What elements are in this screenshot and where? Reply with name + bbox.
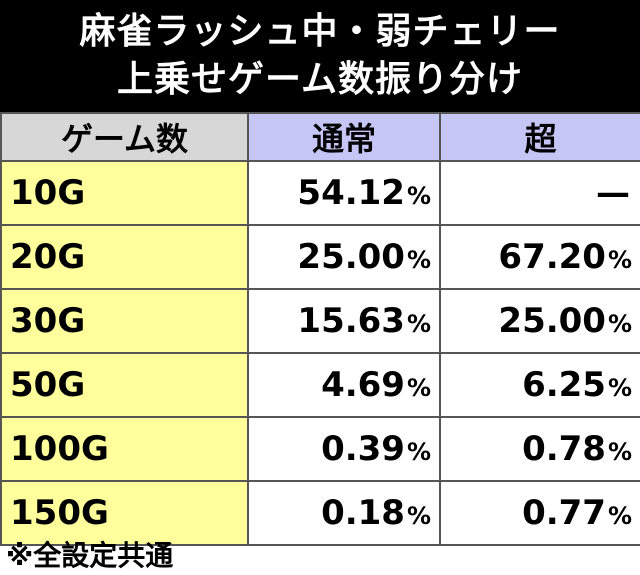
super-value: 25.00 (498, 301, 606, 341)
normal-value: 0.18 (321, 493, 405, 533)
header-game-count: ゲーム数 (0, 112, 249, 162)
table-row: 20G 25.00% 67.20% (0, 224, 640, 290)
super-cell: 0.78% (439, 416, 640, 482)
table-row: 10G 54.12% — (0, 160, 640, 226)
normal-unit: % (406, 310, 431, 338)
super-cell: 25.00% (439, 288, 640, 354)
game-count-cell: 150G (0, 480, 249, 546)
super-cell: 67.20% (439, 224, 640, 290)
game-count-cell: 50G (0, 352, 249, 418)
super-cell: 0.77% (439, 480, 640, 546)
super-value: 6.25 (522, 365, 606, 405)
game-count-cell: 30G (0, 288, 249, 354)
normal-unit: % (406, 246, 431, 274)
super-unit: % (607, 310, 632, 338)
normal-unit: % (406, 502, 431, 530)
super-cell: 6.25% (439, 352, 640, 418)
normal-cell: 54.12% (247, 160, 441, 226)
table-row: 150G 0.18% 0.77% (0, 480, 640, 546)
super-cell: — (439, 160, 640, 226)
title-line-2: 上乗せゲーム数振り分け (117, 59, 523, 100)
super-value: 0.77 (522, 493, 606, 533)
super-unit: % (607, 438, 632, 466)
super-unit: % (607, 374, 632, 402)
normal-cell: 0.39% (247, 416, 441, 482)
title-banner: 麻雀ラッシュ中・弱チェリー 上乗せゲーム数振り分け (0, 0, 640, 112)
table-row: 30G 15.63% 25.00% (0, 288, 640, 354)
super-unit: % (607, 502, 632, 530)
table-row: 50G 4.69% 6.25% (0, 352, 640, 418)
game-count-cell: 10G (0, 160, 249, 226)
normal-value: 15.63 (297, 301, 405, 341)
super-value: 0.78 (522, 429, 606, 469)
footnote: ※全設定共通 (6, 539, 174, 572)
game-count-cell: 100G (0, 416, 249, 482)
game-count-cell: 20G (0, 224, 249, 290)
normal-cell: 0.18% (247, 480, 441, 546)
table-header-row: ゲーム数 通常 超 (0, 112, 640, 162)
normal-value: 4.69 (321, 365, 405, 405)
normal-unit: % (406, 182, 431, 210)
normal-value: 54.12 (297, 173, 405, 213)
normal-cell: 4.69% (247, 352, 441, 418)
normal-value: 0.39 (321, 429, 405, 469)
title-line-1: 麻雀ラッシュ中・弱チェリー (79, 11, 561, 52)
header-normal: 通常 (247, 112, 441, 162)
normal-unit: % (406, 438, 431, 466)
header-super: 超 (439, 112, 640, 162)
super-value: — (596, 173, 630, 213)
super-unit: % (607, 246, 632, 274)
normal-unit: % (406, 374, 431, 402)
normal-cell: 25.00% (247, 224, 441, 290)
normal-cell: 15.63% (247, 288, 441, 354)
table-row: 100G 0.39% 0.78% (0, 416, 640, 482)
allocation-table: ゲーム数 通常 超 10G 54.12% — 20G 25.00% 67.20%… (0, 112, 640, 546)
super-value: 67.20 (498, 237, 606, 277)
normal-value: 25.00 (297, 237, 405, 277)
